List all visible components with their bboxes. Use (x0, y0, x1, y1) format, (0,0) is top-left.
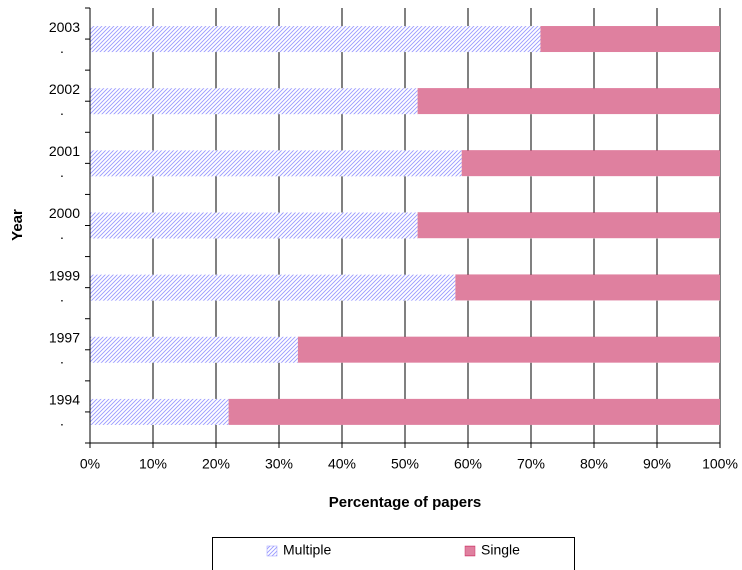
y-tick-sublabel: . (60, 288, 64, 304)
bar-segment (461, 150, 720, 177)
x-tick-label: 60% (454, 456, 482, 472)
y-tick-label: 1997 (49, 329, 80, 345)
x-tick-label: 40% (328, 456, 356, 472)
y-tick-label: 1999 (49, 267, 80, 283)
y-tick-label: 1994 (49, 392, 80, 408)
bar-segment (455, 274, 720, 301)
x-tick-label: 50% (391, 456, 419, 472)
bar-segment (90, 150, 462, 177)
x-tick-label: 30% (265, 456, 293, 472)
bar-segment (417, 88, 720, 115)
x-tick-label: 0% (80, 456, 100, 472)
y-tick-label: 2000 (49, 205, 80, 221)
legend-swatch (464, 545, 476, 557)
x-tick-label: 90% (643, 456, 671, 472)
bar-segment (90, 88, 418, 115)
bar-segment (90, 398, 229, 425)
bar-segment (228, 398, 720, 425)
bar-segment (90, 26, 541, 53)
x-axis-title: Percentage of papers (329, 494, 482, 511)
y-tick-sublabel: . (60, 413, 64, 429)
x-tick-label: 80% (580, 456, 608, 472)
bar-segment (90, 212, 418, 239)
bar-segment (90, 274, 456, 301)
bar-segment (90, 336, 298, 363)
x-tick-label: 20% (202, 456, 230, 472)
x-tick-label: 70% (517, 456, 545, 472)
legend-swatch (266, 545, 278, 557)
y-tick-label: 2003 (49, 19, 80, 35)
y-tick-sublabel: . (60, 40, 64, 56)
y-axis-title: Year (9, 209, 26, 241)
y-tick-sublabel: . (60, 164, 64, 180)
y-tick-sublabel: . (60, 102, 64, 118)
x-tick-label: 100% (702, 456, 738, 472)
legend-label: Single (481, 542, 520, 558)
bar-segment (540, 26, 720, 53)
bar-segment (297, 336, 720, 363)
x-tick-label: 10% (139, 456, 167, 472)
y-tick-sublabel: . (60, 350, 64, 366)
bar-segment (417, 212, 720, 239)
y-tick-sublabel: . (60, 226, 64, 242)
y-tick-label: 2002 (49, 81, 80, 97)
legend-label: Multiple (283, 542, 331, 558)
y-tick-label: 2001 (49, 143, 80, 159)
